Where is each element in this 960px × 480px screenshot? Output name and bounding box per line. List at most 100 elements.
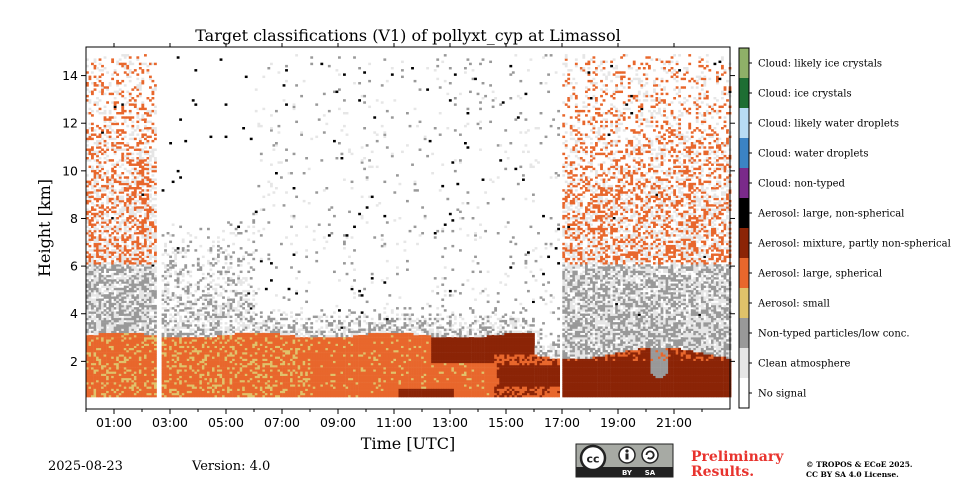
class-pixel <box>86 311 89 314</box>
class-pixel <box>136 253 140 256</box>
class-pixel <box>133 178 137 181</box>
class-pixel <box>164 384 167 387</box>
class-pixel <box>264 332 268 336</box>
class-pixel <box>93 287 97 291</box>
class-pixel <box>146 330 150 334</box>
class-pixel <box>118 133 122 136</box>
class-pixel <box>267 386 271 389</box>
class-pixel <box>201 382 205 385</box>
class-pixel <box>118 112 122 115</box>
class-pixel <box>138 107 142 111</box>
class-pixel <box>126 343 130 346</box>
class-pixel <box>247 390 251 394</box>
class-pixel <box>133 373 137 376</box>
class-pixel <box>118 264 122 267</box>
class-pixel <box>111 379 115 383</box>
class-pixel <box>123 347 127 351</box>
class-pixel <box>242 302 246 306</box>
class-pixel <box>123 358 127 361</box>
class-pixel <box>222 315 225 319</box>
class-pixel <box>224 369 228 372</box>
class-pixel <box>116 142 120 145</box>
class-pixel <box>169 394 173 398</box>
class-pixel <box>224 330 228 334</box>
class-pixel <box>201 392 205 396</box>
class-pixel <box>96 165 99 169</box>
class-pixel <box>154 84 157 87</box>
class-pixel <box>101 187 104 190</box>
class-pixel <box>217 356 220 359</box>
class-pixel <box>242 382 246 385</box>
class-pixel <box>91 270 94 274</box>
class-pixel <box>116 382 120 385</box>
class-pixel <box>126 309 130 312</box>
class-pixel <box>98 345 102 349</box>
class-pixel <box>118 347 122 351</box>
class-pixel <box>126 328 130 331</box>
class-pixel <box>96 371 99 374</box>
class-pixel <box>239 392 243 396</box>
class-pixel <box>196 257 200 261</box>
class-pixel <box>141 247 145 250</box>
class-pixel <box>149 384 152 387</box>
class-pixel <box>169 379 173 383</box>
class-pixel <box>154 161 157 164</box>
class-pixel <box>154 339 157 342</box>
class-pixel <box>222 347 225 351</box>
class-pixel <box>196 281 200 284</box>
class-pixel <box>212 394 215 398</box>
class-pixel <box>196 349 200 353</box>
class-pixel <box>128 394 132 398</box>
class-pixel <box>222 345 225 349</box>
class-pixel <box>144 354 147 357</box>
class-pixel <box>108 159 112 162</box>
class-pixel <box>275 358 278 361</box>
class-pixel <box>199 328 203 331</box>
class-pixel <box>264 375 268 379</box>
class-pixel <box>196 364 200 368</box>
class-pixel <box>106 219 110 222</box>
class-pixel <box>239 330 243 334</box>
class-pixel <box>96 352 99 355</box>
class-pixel <box>146 272 150 276</box>
class-pixel <box>176 362 180 366</box>
class-pixel <box>186 367 190 370</box>
class-pixel <box>169 352 173 355</box>
class-pixel <box>98 255 102 259</box>
class-pixel <box>174 279 178 282</box>
class-pixel <box>113 105 117 109</box>
class-pixel <box>224 358 228 361</box>
class-pixel <box>254 362 258 366</box>
class-pixel <box>93 270 97 274</box>
class-pixel <box>113 356 117 359</box>
class-pixel <box>128 358 132 361</box>
class-pixel <box>103 266 107 269</box>
class-pixel <box>257 369 261 372</box>
class-pixel <box>244 345 248 349</box>
class-pixel <box>133 277 137 280</box>
class-pixel <box>171 373 175 376</box>
class-pixel <box>86 375 89 379</box>
class-pixel <box>86 362 89 366</box>
class-pixel <box>151 214 155 218</box>
class-pixel <box>191 337 195 340</box>
class-pixel <box>224 135 228 139</box>
class-pixel <box>146 157 150 160</box>
class-pixel <box>169 369 173 372</box>
class-pixel <box>131 334 135 338</box>
class-pixel <box>262 386 266 389</box>
class-pixel <box>201 373 205 376</box>
class-pixel <box>116 259 120 263</box>
class-pixel <box>96 388 99 391</box>
class-pixel <box>101 375 104 379</box>
class-pixel <box>138 221 142 224</box>
class-pixel <box>123 360 127 364</box>
class-pixel <box>149 135 152 139</box>
class-pixel <box>128 195 132 199</box>
class-pixel <box>149 120 152 124</box>
class-pixel <box>196 317 200 321</box>
class-pixel <box>151 174 155 177</box>
class-pixel <box>118 332 122 336</box>
class-pixel <box>133 99 137 102</box>
class-pixel <box>171 354 175 357</box>
